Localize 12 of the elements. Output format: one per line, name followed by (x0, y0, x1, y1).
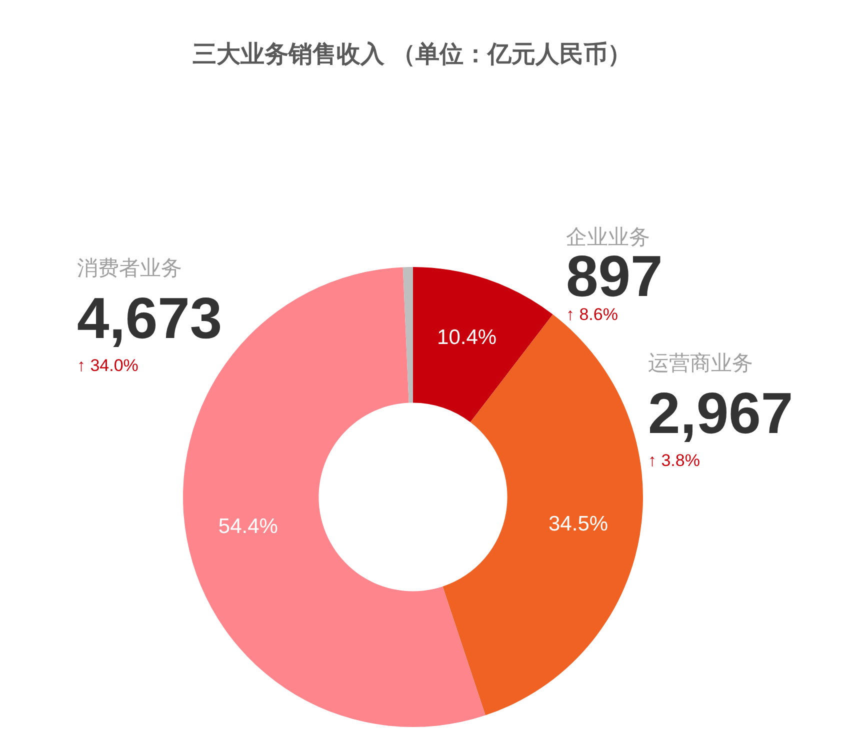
data-label: 34.5% (548, 512, 608, 536)
slice-label: 运营商业务 (648, 352, 753, 375)
data-label: 54.4% (218, 515, 278, 538)
text: ↑ 3.8% (648, 451, 700, 470)
text: 4,673 (77, 286, 222, 351)
slice-label: 企业业务 (566, 226, 650, 249)
chart-title: 三大业务销售收入 （单位：亿元人民币） (192, 40, 632, 70)
data-label: 10.4% (437, 326, 497, 350)
text: ↑ 8.6% (566, 305, 618, 324)
slice-label: 消费者业务 (77, 257, 182, 280)
text: ↑ 34.0% (77, 356, 138, 375)
text: 2,967 (648, 381, 794, 446)
